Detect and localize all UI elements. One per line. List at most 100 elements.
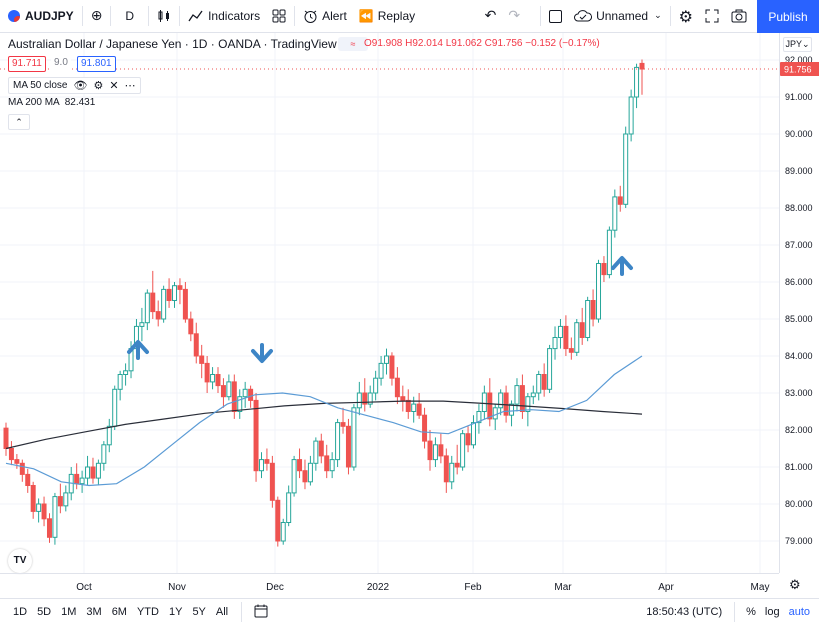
candle-up (286, 492, 292, 523)
candle-up (585, 300, 591, 338)
interval-button[interactable]: D (113, 0, 146, 33)
range-1y-button[interactable]: 1Y (168, 606, 183, 618)
candle-up (536, 374, 542, 394)
fullscreen-button[interactable] (699, 0, 725, 33)
range-1d-button[interactable]: 1D (13, 606, 28, 618)
templates-button[interactable] (266, 0, 292, 33)
ma200-value: 82.431 (64, 97, 96, 108)
ma50-legend[interactable]: MA 50 close 👁 ⚙ ✕ ⋯ (8, 77, 141, 94)
candle-down (340, 422, 346, 427)
ma200-legend[interactable]: MA 200 MA 82.431 (8, 97, 95, 108)
candle-up (612, 196, 618, 231)
candle-down (264, 459, 270, 464)
auto-toggle[interactable]: auto (788, 606, 810, 618)
indicators-button[interactable]: Indicators (182, 0, 266, 33)
price-chart[interactable] (0, 33, 779, 573)
time-axis[interactable]: Oct Nov Dec 2022 Feb Mar Apr May (0, 573, 779, 598)
layout-button[interactable] (543, 0, 568, 33)
range-5d-button[interactable]: 5D (37, 606, 52, 618)
replay-button[interactable]: ⏪ Replay (353, 0, 421, 33)
settings-button[interactable]: ⚙ (673, 0, 699, 33)
candle-down (639, 62, 645, 70)
range-ytd-button[interactable]: YTD (136, 606, 159, 618)
candle-down (568, 348, 574, 353)
time-tick-label: 2022 (367, 582, 390, 593)
price-tick-label: 80.000 (785, 499, 813, 509)
candle-down (30, 485, 36, 512)
gear-icon[interactable]: ⚙ (93, 79, 104, 92)
candle-down (19, 462, 25, 475)
time-scale[interactable]: Oct Nov Dec 2022 Feb Mar Apr May (0, 574, 779, 599)
redo-button[interactable]: ↷ (502, 0, 526, 33)
sell-price-box[interactable]: 91.711 (8, 56, 46, 72)
candle-up (226, 381, 232, 398)
candle-up (242, 388, 248, 398)
time-tick-label: May (751, 582, 770, 593)
time-tick-label: Oct (76, 582, 92, 593)
publish-button[interactable]: Publish (757, 0, 819, 33)
plus-circle-icon: ⊕ (90, 8, 103, 24)
candle-down (324, 455, 330, 472)
candle-up (547, 348, 553, 390)
candle-down (563, 325, 569, 350)
range-6m-button[interactable]: 6M (111, 606, 127, 618)
candle-up (280, 522, 286, 542)
candle-down (590, 300, 596, 320)
alert-button[interactable]: Alert (297, 0, 353, 33)
candle-up (476, 411, 482, 424)
candle-up (509, 403, 515, 416)
candle-up (470, 422, 476, 446)
undo-button[interactable]: ↶ (479, 0, 503, 33)
price-scale[interactable]: 92.000 91.000 90.000 89.000 88.000 87.000 86.0… (780, 33, 819, 573)
collapse-legend-button[interactable]: ⌃ (8, 114, 30, 130)
axis-settings-icon[interactable]: ⚙ (789, 578, 801, 593)
price-tick-label: 90.000 (785, 129, 813, 139)
currency-selector[interactable]: JPY⌄ (783, 37, 812, 52)
calendar-icon (254, 604, 268, 617)
candle-down (166, 288, 172, 301)
candle-up (634, 66, 640, 98)
candle-down (416, 403, 422, 416)
close-icon[interactable]: ✕ (109, 79, 119, 92)
save-layout-button[interactable]: Unnamed ⌄ (568, 0, 668, 33)
range-all-button[interactable]: All (215, 606, 229, 618)
candle-up (628, 96, 634, 135)
range-1m-button[interactable]: 1M (61, 606, 77, 618)
arrow-up-annotation (127, 340, 149, 360)
chart-type-button[interactable] (151, 0, 177, 33)
ohlc-values: O91.908 H92.014 L91.062 C91.756 −0.152 (… (364, 38, 600, 49)
chart-pane[interactable] (0, 33, 779, 573)
percent-toggle[interactable]: % (746, 606, 756, 618)
candles (3, 59, 645, 547)
candle-down (579, 322, 585, 339)
range-3m-button[interactable]: 3M (86, 606, 102, 618)
candle-up (101, 444, 107, 464)
tradingview-logo[interactable]: TV (8, 549, 32, 573)
candle-up (117, 374, 123, 390)
candle-up (530, 392, 536, 398)
price-tick-label: 87.000 (785, 240, 813, 250)
candle-down (215, 374, 221, 387)
buy-price-box[interactable]: 91.801 (77, 56, 116, 72)
candle-up (525, 396, 531, 413)
candle-up (52, 496, 58, 538)
snapshot-button[interactable] (725, 0, 753, 33)
more-icon[interactable]: ⋯ (124, 79, 136, 92)
candle-up (460, 433, 466, 468)
log-toggle[interactable]: log (764, 606, 780, 618)
utc-clock[interactable]: 18:50:43 (UTC) (646, 606, 723, 618)
time-tick-label: Dec (266, 582, 284, 593)
compare-symbol-button[interactable]: ⊕ (85, 0, 109, 33)
eye-icon[interactable]: 👁 (73, 79, 88, 92)
candle-up (335, 422, 341, 461)
range-5y-button[interactable]: 5Y (192, 606, 206, 618)
candle-down (302, 470, 308, 483)
data-status-badge[interactable]: ≈ (338, 37, 368, 51)
symbol-search-button[interactable]: AUDJPY (0, 0, 80, 33)
goto-date-button[interactable] (244, 604, 278, 621)
price-axis[interactable]: 92.000 91.000 90.000 89.000 88.000 87.000 86.0… (779, 33, 819, 573)
candle-down (182, 288, 188, 320)
candle-up (237, 396, 243, 413)
symbol-description: Australian Dollar / Japanese Yen · 1D · … (8, 37, 337, 51)
price-tick-label: 85.000 (785, 314, 813, 324)
